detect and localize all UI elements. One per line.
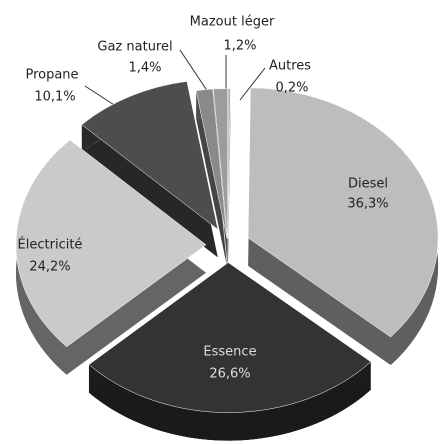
slice-side	[196, 117, 228, 267]
slice	[227, 88, 231, 239]
slice-label: Gaz naturel	[97, 40, 172, 55]
value-label: 1,4%	[128, 61, 161, 76]
slice-label: Diesel	[348, 177, 388, 192]
slice-label: Propane	[25, 68, 78, 83]
slice	[247, 87, 439, 338]
slice-label: Essence	[203, 345, 256, 360]
slice	[195, 88, 228, 239]
slice-label: Autres	[269, 59, 311, 74]
value-label: 10,1%	[34, 90, 75, 105]
leader-line	[179, 49, 209, 93]
slice	[81, 81, 219, 231]
value-label: 26,6%	[209, 367, 250, 382]
slice	[88, 262, 372, 413]
leader-line	[239, 67, 266, 101]
value-label: 0,2%	[275, 81, 308, 96]
value-label: 1,2%	[223, 39, 256, 54]
slice	[213, 88, 228, 239]
value-label: 24,2%	[29, 260, 70, 275]
value-label: 36,3%	[347, 197, 388, 212]
slice	[15, 139, 207, 348]
slice-label: Électricité	[18, 237, 83, 253]
slice-label: Mazout léger	[190, 15, 275, 30]
